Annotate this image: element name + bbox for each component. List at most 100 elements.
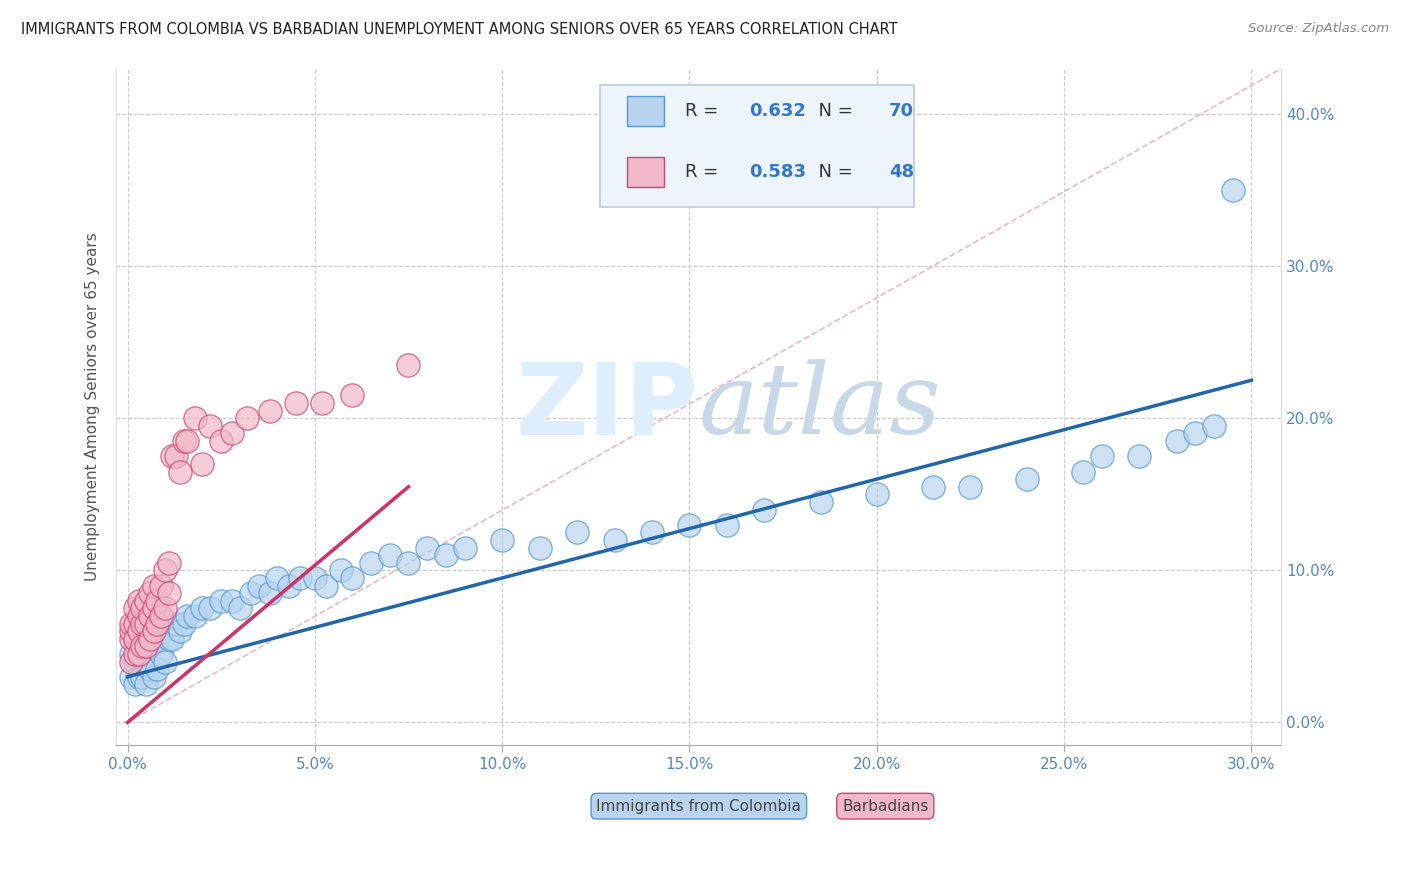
Point <box>150 578 173 592</box>
Text: R =: R = <box>685 102 724 120</box>
Point <box>120 670 142 684</box>
Point <box>866 487 889 501</box>
Point <box>135 594 157 608</box>
Point <box>221 426 243 441</box>
Point <box>150 647 173 661</box>
Point <box>285 396 308 410</box>
Point <box>716 517 738 532</box>
FancyBboxPatch shape <box>600 86 914 207</box>
Point <box>120 632 142 646</box>
Point <box>229 601 252 615</box>
Point <box>236 411 259 425</box>
Point <box>247 578 270 592</box>
Point <box>150 609 173 624</box>
Point <box>311 396 333 410</box>
Point <box>1202 418 1225 433</box>
Point <box>120 616 142 631</box>
Point <box>146 616 169 631</box>
Point <box>131 601 153 615</box>
Point <box>240 586 263 600</box>
Text: 70: 70 <box>889 102 914 120</box>
Text: Immigrants from Colombia: Immigrants from Colombia <box>596 798 801 814</box>
Point <box>124 647 146 661</box>
Y-axis label: Unemployment Among Seniors over 65 years: Unemployment Among Seniors over 65 years <box>86 233 100 582</box>
Point <box>131 640 153 654</box>
Point <box>603 533 626 547</box>
Point <box>157 586 180 600</box>
Point <box>124 616 146 631</box>
Point <box>191 601 214 615</box>
Point <box>173 616 195 631</box>
Point <box>146 594 169 608</box>
Text: 0.632: 0.632 <box>749 102 806 120</box>
Point <box>142 632 165 646</box>
Point <box>810 495 832 509</box>
Text: Barbadians: Barbadians <box>842 798 928 814</box>
Point <box>173 434 195 449</box>
Point <box>128 609 150 624</box>
Point <box>165 616 187 631</box>
Point <box>139 586 162 600</box>
Point <box>128 670 150 684</box>
Point <box>128 647 150 661</box>
Point <box>491 533 513 547</box>
Point <box>124 632 146 646</box>
Point <box>209 594 232 608</box>
Point <box>529 541 551 555</box>
Point <box>315 578 337 592</box>
Point <box>169 465 191 479</box>
Point <box>135 616 157 631</box>
Point <box>1090 450 1112 464</box>
Point <box>434 548 457 562</box>
Point <box>378 548 401 562</box>
Point <box>131 670 153 684</box>
Point <box>398 358 420 372</box>
Point <box>124 601 146 615</box>
Point <box>135 632 157 646</box>
Point <box>146 662 169 676</box>
FancyBboxPatch shape <box>627 95 664 126</box>
Point <box>398 556 420 570</box>
Text: N =: N = <box>807 162 859 181</box>
Point <box>135 640 157 654</box>
Point <box>142 670 165 684</box>
Point <box>124 632 146 646</box>
Point <box>153 601 176 615</box>
Point <box>139 609 162 624</box>
Point <box>142 578 165 592</box>
Point <box>342 571 364 585</box>
Point <box>128 647 150 661</box>
Text: N =: N = <box>807 102 859 120</box>
Point <box>754 502 776 516</box>
Text: atlas: atlas <box>699 359 942 455</box>
Point <box>198 601 221 615</box>
Point <box>360 556 382 570</box>
Point <box>153 624 176 639</box>
Text: R =: R = <box>685 162 724 181</box>
Point <box>120 647 142 661</box>
Point <box>120 624 142 639</box>
Point <box>120 655 142 669</box>
Point <box>191 457 214 471</box>
Point <box>139 662 162 676</box>
Point <box>146 632 169 646</box>
Text: IMMIGRANTS FROM COLOMBIA VS BARBADIAN UNEMPLOYMENT AMONG SENIORS OVER 65 YEARS C: IMMIGRANTS FROM COLOMBIA VS BARBADIAN UN… <box>21 22 897 37</box>
Point <box>454 541 477 555</box>
Point <box>153 655 176 669</box>
Point <box>1015 472 1038 486</box>
Point <box>131 640 153 654</box>
Point <box>209 434 232 449</box>
Point <box>1166 434 1188 449</box>
Point <box>1222 183 1244 197</box>
Point <box>1128 450 1150 464</box>
Point <box>1184 426 1206 441</box>
Point <box>1071 465 1094 479</box>
Point <box>128 624 150 639</box>
Point <box>153 563 176 577</box>
Point <box>959 480 981 494</box>
Point <box>139 640 162 654</box>
Point <box>165 450 187 464</box>
Point <box>184 609 207 624</box>
Point <box>342 388 364 402</box>
Point <box>169 624 191 639</box>
